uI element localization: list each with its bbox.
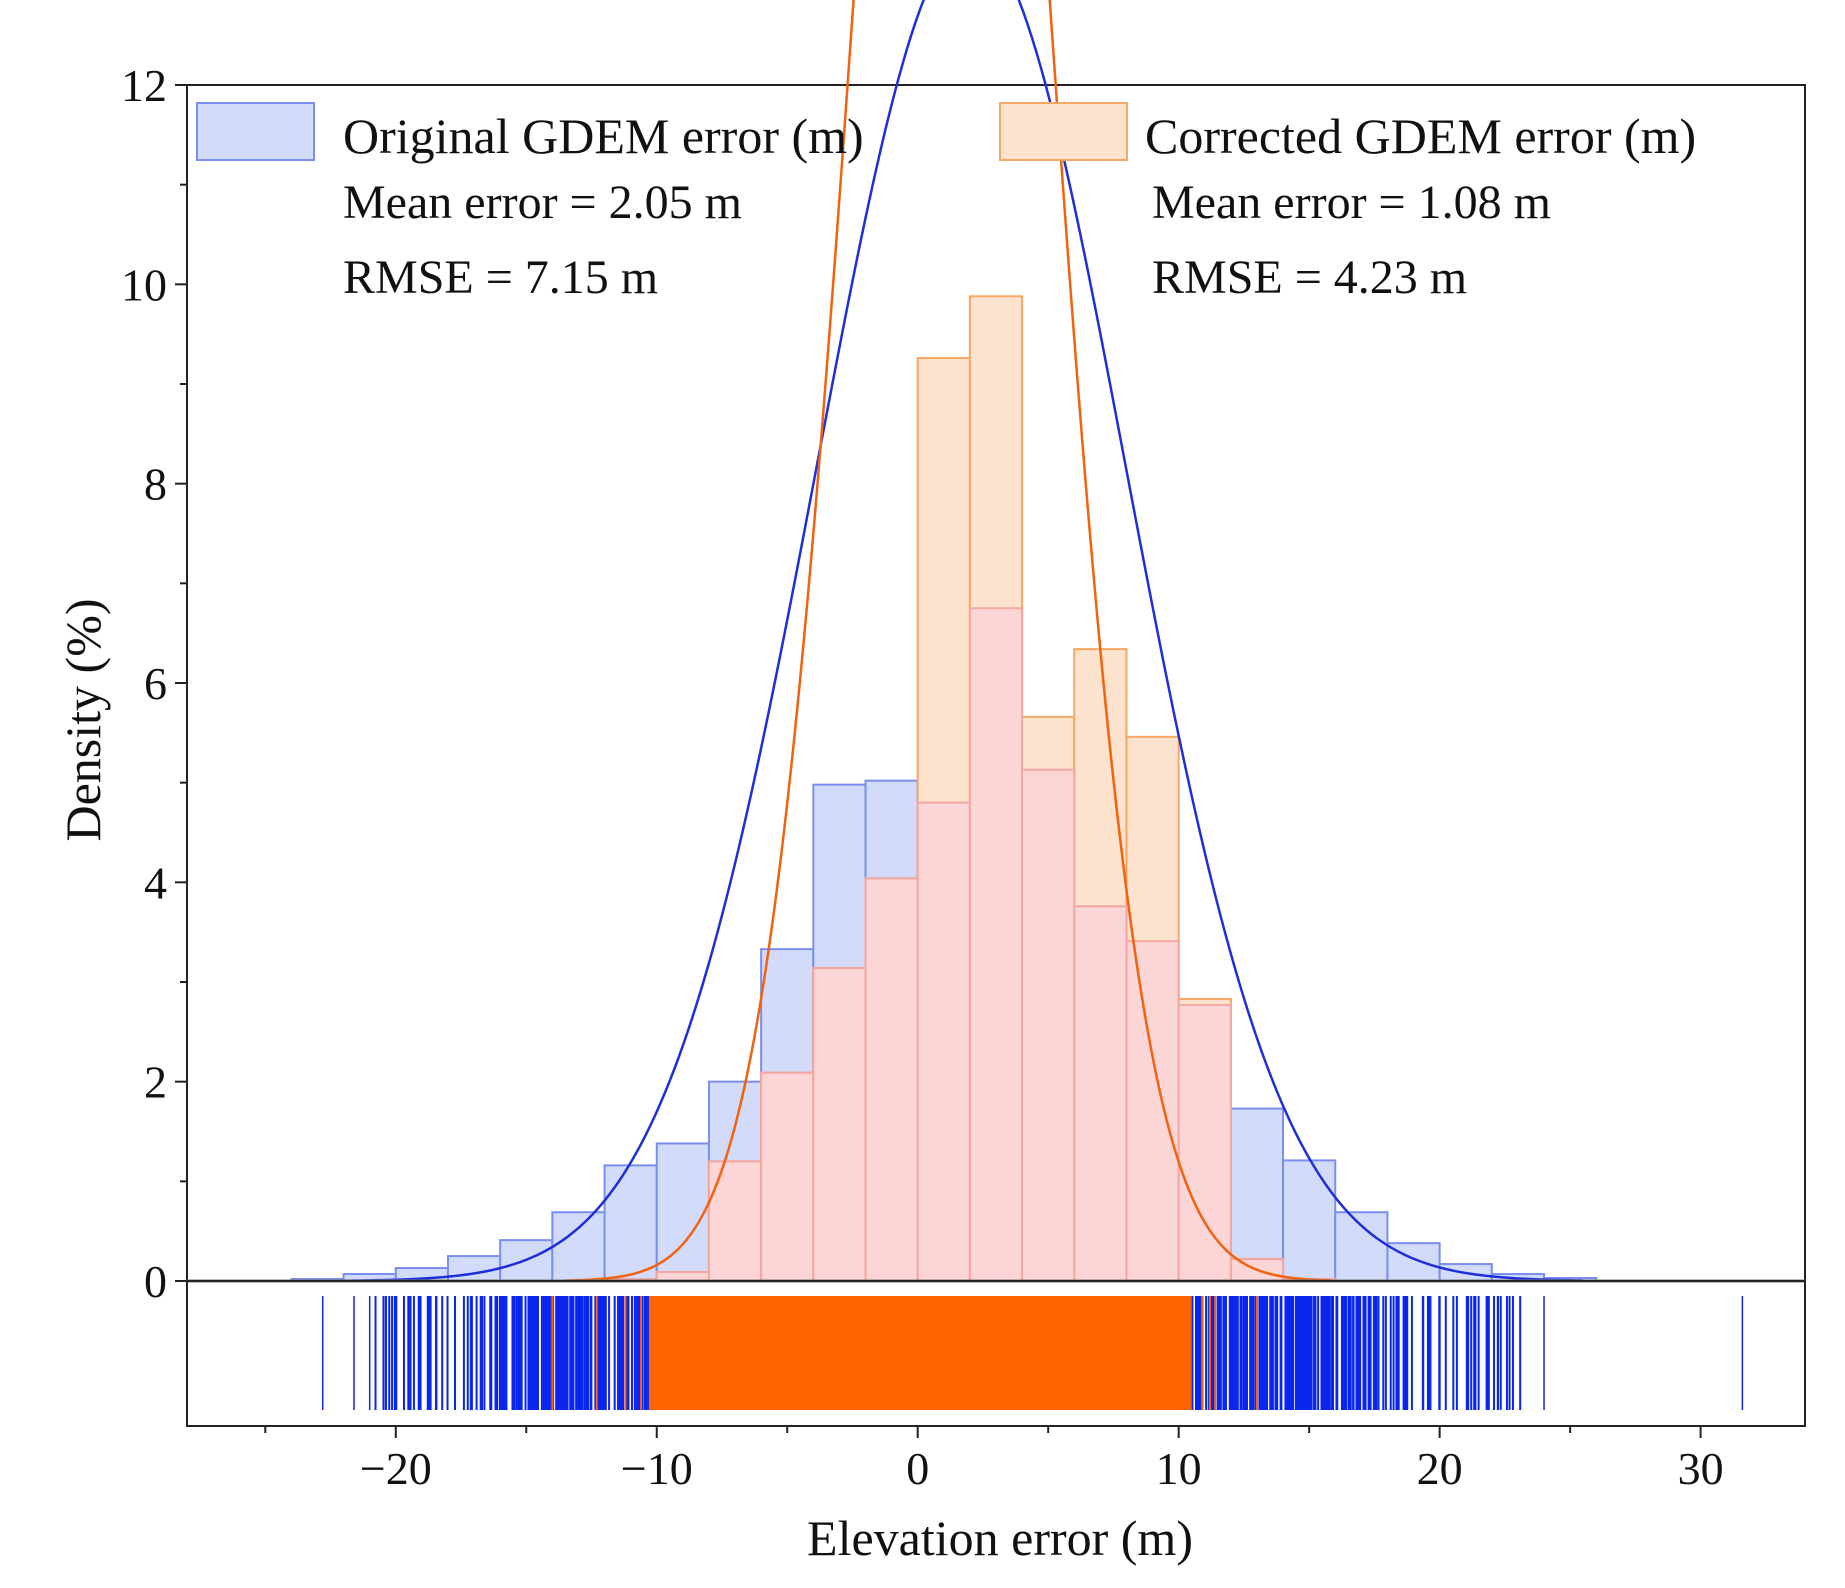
y-axis-title: Density (%) xyxy=(55,599,111,842)
rug-panel-frame xyxy=(186,1280,1806,1427)
x-axis-title: Elevation error (m) xyxy=(807,1510,1193,1566)
bar-overlap xyxy=(707,1160,763,1283)
bar-overlap xyxy=(812,967,867,1283)
bar-overlap xyxy=(916,801,971,1282)
bar-overlap xyxy=(1177,1003,1232,1282)
y-tick-label: 12 xyxy=(121,60,167,111)
bar-original xyxy=(1229,1107,1285,1282)
fit-curve-corrected xyxy=(565,0,1331,1282)
legend-swatch-corrected xyxy=(999,102,1128,161)
bar-overlap xyxy=(864,877,919,1282)
bar-original xyxy=(1334,1211,1389,1282)
y-tick-label: 0 xyxy=(144,1256,167,1307)
rug-band-corrected xyxy=(648,1296,1192,1410)
bar-overlap xyxy=(968,607,1024,1282)
fit-curve-original xyxy=(291,0,1584,1283)
corrected-rmse: RMSE = 4.23 m xyxy=(1152,251,1467,304)
x-tick-label: 20 xyxy=(1417,1443,1463,1494)
y-tick-label: 10 xyxy=(121,259,167,310)
bar-overlap xyxy=(1125,940,1180,1282)
bar-original xyxy=(1282,1159,1337,1282)
bar-overlap xyxy=(1073,905,1128,1283)
bar-overlap xyxy=(760,1071,815,1282)
bar-original xyxy=(603,1164,658,1283)
original-mean-error: Mean error = 2.05 m xyxy=(343,176,742,229)
rug-plot xyxy=(321,1296,1744,1410)
corrected-mean-error: Mean error = 1.08 m xyxy=(1152,176,1551,229)
y-tick-label: 8 xyxy=(144,459,167,510)
y-axis-ticks: 0 2 4 6 8 10 12 xyxy=(121,60,187,1307)
original-rmse: RMSE = 7.15 m xyxy=(343,251,658,304)
y-tick-label: 4 xyxy=(144,857,167,908)
x-tick-label: 30 xyxy=(1678,1443,1724,1494)
legend-label-original: Original GDEM error (m) xyxy=(343,108,864,164)
bar-original xyxy=(551,1211,606,1282)
x-tick-label: −20 xyxy=(360,1443,432,1494)
bar-original xyxy=(446,1255,502,1283)
x-tick-label: −10 xyxy=(621,1443,693,1494)
x-axis-ticks: −20 −10 0 10 20 30 xyxy=(264,1426,1724,1494)
legend-label-corrected: Corrected GDEM error (m) xyxy=(1145,108,1696,164)
bar-original xyxy=(655,1142,710,1282)
x-tick-label: 10 xyxy=(1156,1443,1202,1494)
x-tick-label: 0 xyxy=(906,1443,929,1494)
y-tick-label: 6 xyxy=(144,658,167,709)
legend-swatch-original xyxy=(196,102,315,161)
normal-fit-curves xyxy=(291,0,1584,1283)
y-tick-label: 2 xyxy=(144,1057,167,1108)
bar-overlap xyxy=(1021,768,1076,1283)
